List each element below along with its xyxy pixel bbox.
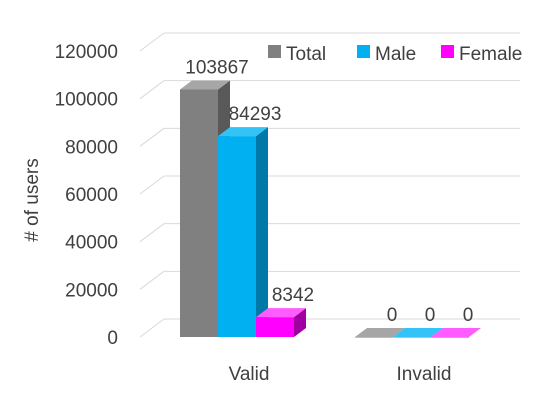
legend-label: Male	[375, 44, 416, 65]
bar-front	[355, 337, 393, 338]
data-label: 8342	[272, 285, 314, 306]
bars	[180, 80, 481, 338]
y-tick-label: 20000	[65, 280, 118, 301]
bar-top	[431, 328, 481, 337]
bar-top	[393, 328, 443, 337]
gridline-diag	[139, 32, 165, 52]
legend-swatch	[357, 45, 370, 58]
category-label: Invalid	[397, 364, 452, 385]
category-labels: Valid Invalid	[229, 364, 452, 385]
y-tick-label: 60000	[65, 185, 118, 206]
gridline-diag	[139, 175, 165, 195]
legend-swatch	[441, 45, 454, 58]
category-label: Valid	[229, 364, 270, 385]
data-label: 0	[463, 305, 474, 326]
gridline-diag	[139, 223, 165, 243]
bar-front	[256, 317, 294, 337]
bar-side	[256, 127, 268, 337]
y-axis-ticks: 0 20000 40000 60000 80000 100000 120000	[55, 42, 118, 349]
bar-front	[393, 337, 431, 338]
legend-swatch	[268, 45, 281, 58]
data-labels: 103867 84293 8342 0 0 0	[185, 57, 473, 326]
y-axis-label: # of users	[22, 158, 43, 241]
bar-front	[431, 337, 469, 338]
gridline-diag	[139, 80, 165, 100]
y-tick-label: 0	[107, 328, 118, 349]
bar-top	[355, 328, 405, 337]
y-tick-label: 100000	[55, 90, 118, 111]
data-label: 103867	[185, 57, 248, 78]
bar-top	[256, 308, 306, 318]
bar-side	[294, 308, 306, 337]
legend-label: Female	[459, 44, 522, 65]
gridline-diag	[139, 318, 165, 338]
bar-front	[218, 136, 256, 337]
data-label: 84293	[229, 104, 282, 125]
legend-label: Total	[286, 44, 326, 65]
gridline-diag	[139, 127, 165, 147]
y-tick-label: 40000	[65, 233, 118, 254]
data-label: 0	[387, 305, 398, 326]
data-label: 0	[425, 305, 436, 326]
y-tick-label: 120000	[55, 42, 118, 63]
gridline-diag	[139, 270, 165, 290]
bar-front	[180, 89, 218, 337]
bar-top	[218, 127, 268, 137]
bar-top	[180, 80, 230, 90]
legend: Total Male Female	[268, 44, 522, 65]
y-tick-label: 80000	[65, 137, 118, 158]
